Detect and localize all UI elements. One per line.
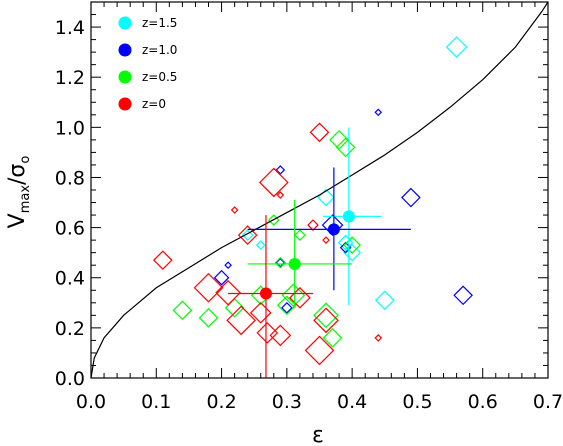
data-point [374, 108, 383, 117]
legend-marker [118, 16, 132, 30]
data-point [445, 36, 468, 58]
y-tick-label: 0.2 [55, 318, 85, 340]
data-point [322, 328, 343, 348]
legend-marker [118, 70, 132, 84]
data-point [322, 236, 330, 244]
data-point [224, 261, 232, 270]
data-point [215, 279, 241, 306]
mean-point [327, 223, 340, 236]
x-tick-label: 0.2 [206, 391, 236, 413]
data-point [294, 229, 306, 241]
data-point [275, 257, 286, 268]
y-axis-title-text: Vmax/σo [5, 156, 33, 229]
legend-label: z=0 [142, 97, 166, 111]
data-point [274, 256, 287, 269]
data-point [374, 290, 395, 311]
y-axis-title-sub: max [18, 185, 33, 214]
data-point [193, 272, 224, 303]
legend: z=1.5 z=1.0 z=0.5 z=0 [118, 16, 177, 111]
data-point [281, 301, 293, 314]
x-axis-title: ε [312, 423, 324, 446]
y-axis-title: Vmax/σo [5, 156, 33, 229]
mean-point [259, 287, 272, 300]
legend-marker [118, 97, 132, 111]
y-axis-title-sigma-sub: o [18, 156, 33, 164]
data-point [230, 206, 239, 214]
data-point [213, 269, 230, 286]
data-point [172, 300, 193, 321]
data-point [255, 240, 266, 250]
data-point [313, 302, 339, 329]
tick-layer [90, 1, 549, 379]
x-tick-label: 0.3 [272, 391, 302, 413]
data-point [374, 334, 383, 342]
x-tick-label: 0.7 [533, 391, 563, 413]
data-point [281, 283, 306, 308]
legend-label: z=1.5 [142, 16, 177, 30]
legend-marker [118, 43, 132, 57]
y-tick-label: 0.4 [55, 268, 85, 290]
data-point [307, 219, 319, 231]
legend-label: z=1.0 [142, 43, 177, 57]
data-point [237, 225, 258, 245]
data-point [335, 137, 356, 158]
data-layer [152, 36, 473, 366]
data-point [249, 301, 272, 324]
y-tick-label: 0.0 [55, 368, 85, 390]
x-tick-label: 0.1 [141, 391, 171, 413]
data-point [226, 305, 257, 336]
y-tick-label: 1.0 [55, 117, 85, 139]
data-point [304, 335, 335, 366]
model-curve [90, 1, 549, 379]
data-point [329, 130, 349, 150]
x-tick-label: 0.0 [76, 391, 106, 413]
data-point [317, 188, 335, 207]
legend-label: z=0.5 [142, 70, 177, 84]
mean-point [288, 257, 301, 270]
curve-layer [90, 1, 549, 379]
y-tick-label: 0.6 [55, 218, 85, 240]
data-point [198, 307, 219, 328]
data-point [152, 250, 173, 271]
data-point [453, 285, 473, 306]
y-axis-title-sigma: σ [5, 164, 30, 178]
mean-point [342, 210, 355, 223]
y-tick-labels: 0.0 0.2 0.4 0.6 0.8 1.0 1.2 1.4 [55, 17, 85, 390]
data-point [313, 307, 339, 334]
y-axis-title-v: V [5, 213, 30, 228]
y-axis-title-slash: / [5, 177, 30, 185]
y-tick-label: 1.2 [55, 67, 85, 89]
data-point [275, 165, 286, 175]
data-point [241, 229, 254, 241]
data-point [277, 295, 297, 316]
data-point [343, 243, 361, 262]
x-tick-label: 0.6 [468, 391, 498, 413]
y-tick-label: 0.8 [55, 167, 85, 189]
data-point [401, 187, 421, 208]
y-tick-label: 1.4 [55, 17, 85, 39]
data-point [343, 236, 361, 254]
x-tick-labels: 0.0 0.1 0.2 0.3 0.4 0.5 0.6 0.7 [76, 391, 563, 413]
data-point [309, 122, 330, 143]
data-point [276, 191, 285, 199]
data-point [337, 234, 354, 251]
data-point [224, 297, 245, 318]
data-point [269, 324, 292, 347]
mean-layer [228, 127, 411, 378]
x-tick-label: 0.5 [402, 391, 432, 413]
data-point [289, 286, 311, 309]
x-tick-label: 0.4 [337, 391, 367, 413]
data-point [258, 167, 289, 198]
data-point [256, 322, 279, 344]
